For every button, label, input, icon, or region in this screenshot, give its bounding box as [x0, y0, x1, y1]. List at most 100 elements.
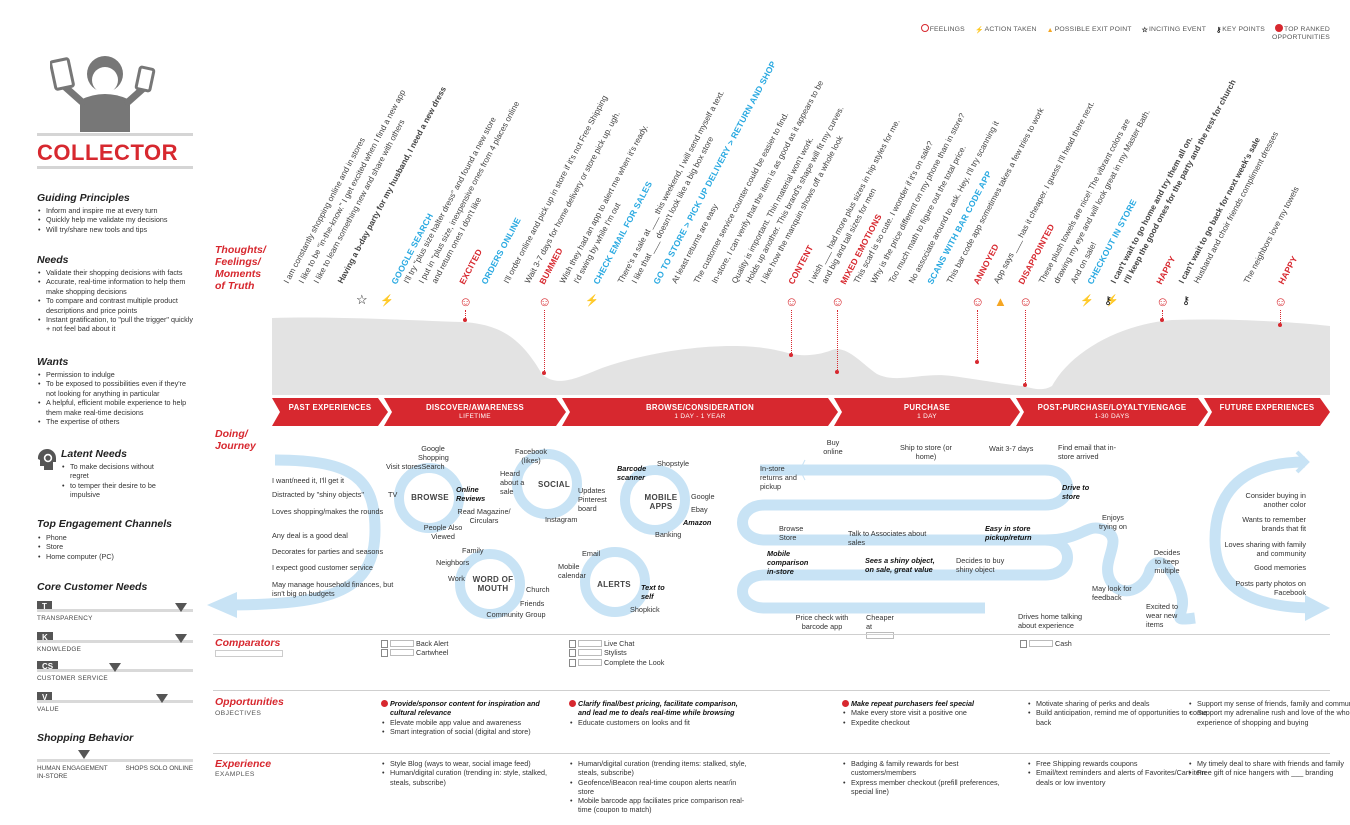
experience-item: Express member checkout (prefill prefere…	[842, 778, 1022, 797]
smiley-icon: ☺	[459, 294, 473, 309]
phase-4: PURCHASE 1 DAY	[834, 398, 1020, 426]
comparator-text: Cash	[1055, 639, 1072, 648]
journey-node: Talk to Associates about sales	[848, 529, 927, 547]
past-item: Loves shopping/makes the rounds	[272, 507, 384, 516]
core-need-bar	[37, 609, 193, 612]
curve-dot	[1160, 318, 1164, 322]
opportunities-sub: OBJECTIVES	[215, 710, 262, 717]
blank-field	[578, 640, 602, 647]
list-item: Instant gratification, to "pull the trig…	[37, 315, 197, 334]
experience-col: Badging & family rewards for best custom…	[842, 759, 1022, 796]
experience-item: Mobile barcode app faciliates price comp…	[569, 796, 749, 815]
comparator-item: Stylists	[569, 648, 749, 658]
curve-dot	[789, 353, 793, 357]
journey-node: Cheaper at	[866, 613, 902, 640]
phase-duration: 1 DAY - 1 YEAR	[674, 413, 726, 420]
core-need-bar	[37, 700, 193, 703]
past-item: May manage household finances, but isn't…	[272, 580, 394, 598]
future-item: Consider buying in another color	[1245, 491, 1306, 509]
mobile-item: Shopstyle	[657, 459, 690, 468]
wom-item: Church	[526, 585, 550, 594]
legend-exit: ▲POSSIBLE EXIT POINT	[1046, 26, 1132, 34]
opportunity-col: Support my sense of friends, family and …	[1188, 699, 1350, 727]
core-need-marker	[174, 603, 187, 612]
emotion-curve	[272, 317, 1330, 395]
comparators-col: Cash	[1020, 639, 1200, 649]
scale-left-label: HUMAN ENGAGEMENT IN-STORE	[37, 765, 108, 780]
phase-duration: 1-30 DAYS	[1094, 413, 1130, 420]
drop-line	[1280, 310, 1281, 325]
core-need-row: T TRANSPARENCY	[37, 596, 193, 622]
legend: FEELINGS ⚡ACTION TAKEN ▲POSSIBLE EXIT PO…	[880, 24, 1330, 41]
scale-bar	[37, 759, 193, 762]
experience-col: Style Blog (ways to wear, social image f…	[381, 759, 561, 787]
journey-node: Drives home talking about experience	[1018, 612, 1083, 630]
guiding-principles-heading: Guiding Principles	[37, 192, 130, 204]
smiley-icon: ☺	[831, 294, 845, 309]
comparator-text: Cartwheel	[416, 648, 449, 658]
alerts-item: Mobile calendar	[558, 562, 586, 580]
divider	[213, 690, 1330, 691]
journey-node: In-store returns and pickup	[760, 464, 797, 491]
wants-list: Permission to indulge To be exposed to p…	[37, 370, 197, 427]
core-need-key: T	[37, 601, 52, 612]
opportunity-item: Support my adrenaline rush and love of t…	[1188, 708, 1350, 727]
phase-5: POST-PURCHASE/LOYALTY/ENGAGE 1-30 DAYS	[1016, 398, 1208, 426]
comparators-list: Cash	[1020, 639, 1200, 649]
warning-icon: ▲	[994, 294, 1007, 309]
warning-icon: ▲	[1046, 27, 1054, 34]
phase-2: DISCOVER/AWARENESS LIFETIME	[384, 398, 566, 426]
wants-heading: Wants	[37, 356, 69, 368]
core-need-marker	[174, 634, 187, 643]
legend-inciting: ☆INCITING EVENT	[1141, 26, 1206, 34]
opportunity-list: Motivate sharing of perks and dealsBuild…	[1027, 699, 1207, 727]
past-item: Distracted by "shiny objects"	[272, 490, 364, 499]
curve-dot	[975, 360, 979, 364]
core-need-label: CUSTOMER SERVICE	[37, 675, 108, 682]
mobile-item: Amazon	[683, 518, 712, 527]
core-need-row: V VALUE	[37, 687, 193, 713]
star-icon: ☆	[356, 292, 368, 307]
journey-node: Excited to wear new items	[1146, 602, 1179, 629]
browse-item: Google Shopping Search	[418, 444, 449, 471]
thought-text: ORDERS ONLINE	[479, 215, 523, 286]
comparators-col: Live Chat Stylists Complete the Look	[569, 639, 749, 667]
opportunity-item: Build anticipation, remind me of opportu…	[1027, 708, 1207, 727]
persona-title: COLLECTOR	[37, 140, 178, 165]
legend-feelings: FEELINGS	[920, 24, 965, 33]
browse-item: TV	[388, 490, 398, 499]
core-need-key: CS	[37, 661, 59, 672]
smiley-icon	[920, 24, 929, 32]
drop-line	[791, 310, 792, 355]
opportunity-item: Support my sense of friends, family and …	[1188, 699, 1350, 709]
thought-text: Husband and choir friends compliment dre…	[1192, 130, 1281, 285]
experience-sub: EXAMPLES	[215, 771, 255, 778]
past-item: Any deal is a good deal	[272, 531, 348, 540]
drop-line	[465, 310, 466, 320]
experience-heading: Experience	[215, 758, 272, 770]
browse-item: Visit stores	[386, 462, 422, 471]
social-item: Facebook (likes)	[514, 447, 548, 465]
channels-heading: Top Engagement Channels	[37, 518, 172, 530]
opportunity-item: Elevate mobile app value and awareness	[381, 718, 561, 728]
top-opportunity: Provide/sponsor content for inspiration …	[381, 699, 561, 718]
needs-heading: Needs	[37, 254, 69, 266]
social-item: Heard about a sale	[500, 469, 525, 496]
curve-dot	[1278, 323, 1282, 327]
comparator-text: Back Alert	[416, 639, 449, 648]
comparators-col: Back Alert Cartwheel	[381, 639, 561, 658]
mobile-item: Ebay	[691, 505, 708, 514]
list-item: Inform and inspire me at every turn	[37, 206, 197, 216]
list-item: A helpful, efficient mobile experience t…	[37, 398, 197, 417]
drop-line	[1162, 310, 1163, 320]
opportunity-item: Expedite checkout	[842, 718, 1022, 728]
curve-dot	[1023, 383, 1027, 387]
smiley-icon: ☺	[971, 294, 985, 309]
experience-list: Free Shipping rewards couponsEmail/text …	[1027, 759, 1207, 787]
experience-col: Human/digital curation (trending items: …	[569, 759, 749, 815]
thought-text: I'll keep the good ones for the party an…	[1122, 78, 1238, 285]
social-item: Instagram	[545, 515, 578, 524]
curve-dot	[542, 371, 546, 375]
opportunity-col: Clarify final/best pricing, facilitate c…	[569, 699, 749, 727]
smiley-icon: ☺	[1274, 294, 1288, 309]
